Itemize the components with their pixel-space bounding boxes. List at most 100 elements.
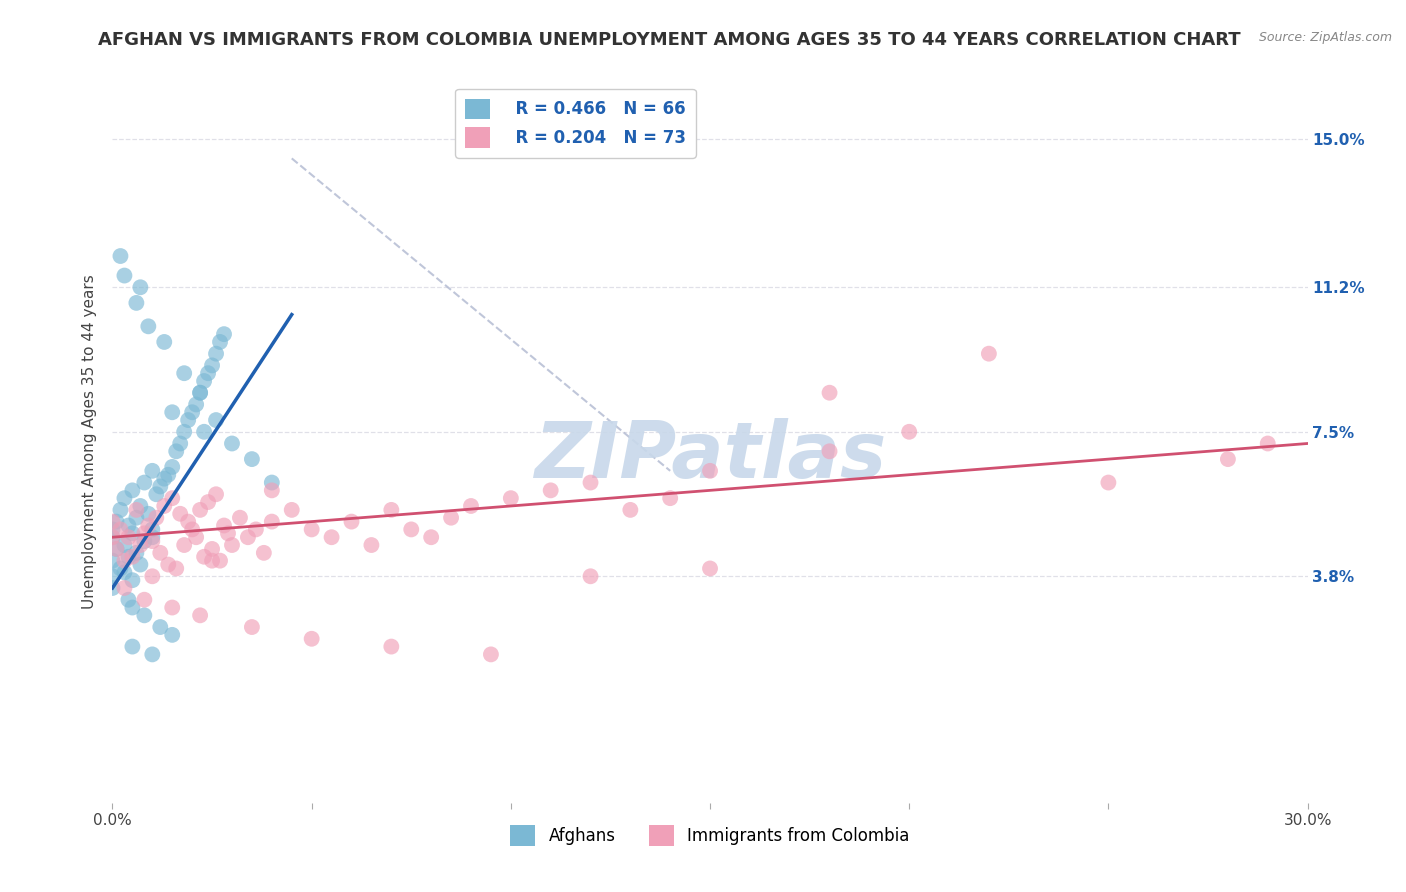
Point [240, 620, 263, 634]
Point [301, 523, 323, 537]
Point [460, 499, 482, 513]
Point [181, 405, 204, 419]
Point [201, 359, 224, 373]
Point [699, 464, 721, 478]
Point [209, 554, 232, 568]
Point [138, 518, 160, 533]
Point [141, 464, 163, 478]
Point [141, 648, 163, 662]
Point [1097, 475, 1119, 490]
Point [101, 530, 124, 544]
Point [201, 541, 224, 556]
Point [129, 558, 152, 572]
Point [205, 346, 228, 360]
Point [380, 640, 402, 654]
Point [173, 366, 195, 380]
Point [114, 268, 135, 283]
Point [186, 530, 208, 544]
Point [321, 530, 343, 544]
Point [401, 523, 423, 537]
Point [229, 510, 252, 524]
Point [177, 515, 200, 529]
Point [101, 581, 124, 595]
Point [217, 526, 239, 541]
Point [117, 518, 139, 533]
Point [898, 425, 921, 439]
Point [101, 515, 124, 529]
Point [114, 491, 135, 505]
Point [818, 444, 841, 458]
Point [145, 487, 167, 501]
Point [134, 534, 156, 549]
Point [201, 554, 224, 568]
Point [212, 327, 235, 342]
Point [165, 444, 187, 458]
Point [101, 554, 124, 568]
Point [188, 503, 211, 517]
Point [125, 546, 148, 560]
Point [141, 530, 163, 544]
Point [420, 530, 443, 544]
Point [260, 483, 283, 498]
Point [818, 385, 841, 400]
Point [1216, 452, 1239, 467]
Point [121, 640, 143, 654]
Point [121, 600, 143, 615]
Point [125, 503, 148, 517]
Point [162, 459, 183, 474]
Point [197, 495, 219, 509]
Point [380, 503, 402, 517]
Point [134, 475, 156, 490]
Point [197, 366, 219, 380]
Point [117, 592, 139, 607]
Point [499, 491, 522, 505]
Point [157, 467, 180, 482]
Point [619, 503, 641, 517]
Point [340, 515, 363, 529]
Point [579, 475, 602, 490]
Point [101, 523, 124, 537]
Point [157, 558, 180, 572]
Point [121, 483, 143, 498]
Point [121, 549, 143, 564]
Point [129, 499, 152, 513]
Point [479, 648, 502, 662]
Point [121, 573, 143, 587]
Point [153, 334, 176, 349]
Point [153, 499, 176, 513]
Point [117, 530, 139, 544]
Point [260, 475, 283, 490]
Point [114, 566, 135, 580]
Point [134, 592, 156, 607]
Point [125, 296, 148, 310]
Point [209, 334, 232, 349]
Point [110, 523, 132, 537]
Point [153, 472, 176, 486]
Point [212, 518, 235, 533]
Point [145, 510, 167, 524]
Point [281, 503, 304, 517]
Point [141, 534, 163, 549]
Text: ZIPatlas: ZIPatlas [534, 418, 886, 494]
Text: AFGHAN VS IMMIGRANTS FROM COLOMBIA UNEMPLOYMENT AMONG AGES 35 TO 44 YEARS CORREL: AFGHAN VS IMMIGRANTS FROM COLOMBIA UNEMP… [98, 31, 1241, 49]
Point [977, 346, 1000, 360]
Point [360, 538, 382, 552]
Point [173, 538, 195, 552]
Point [699, 561, 721, 575]
Point [117, 549, 139, 564]
Point [149, 546, 172, 560]
Point [101, 569, 124, 583]
Point [169, 436, 191, 450]
Point [173, 425, 195, 439]
Point [162, 405, 183, 419]
Point [301, 632, 323, 646]
Point [162, 628, 183, 642]
Point [1257, 436, 1279, 450]
Point [165, 561, 187, 575]
Point [129, 280, 152, 294]
Point [253, 546, 276, 560]
Point [125, 510, 148, 524]
Point [162, 491, 183, 505]
Point [181, 523, 204, 537]
Point [193, 549, 215, 564]
